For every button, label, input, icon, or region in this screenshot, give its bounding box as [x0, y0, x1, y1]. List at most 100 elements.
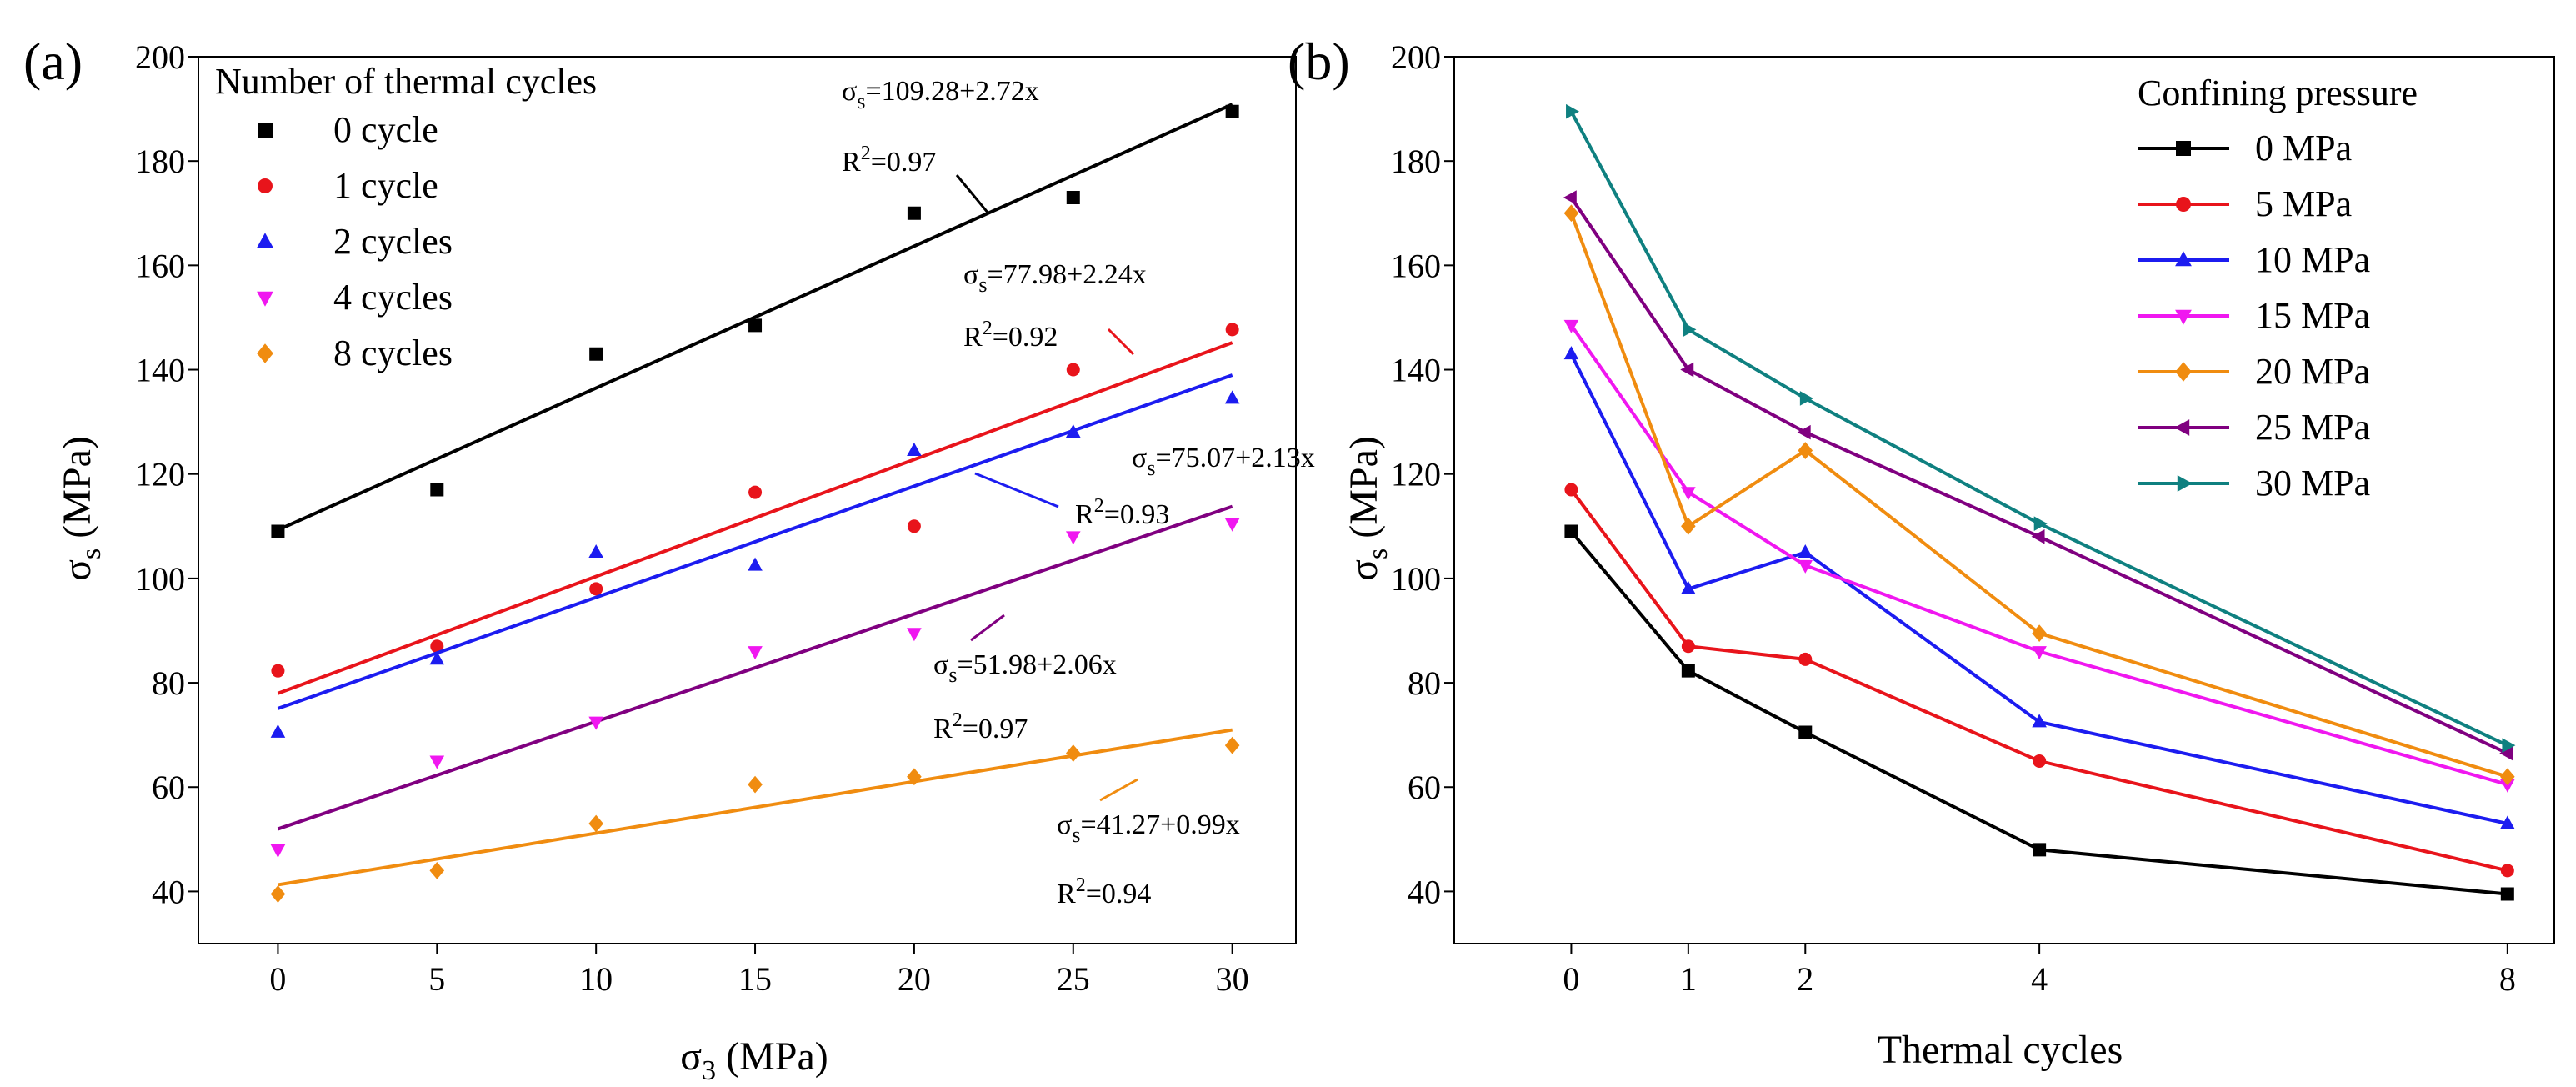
svg-text:R2=0.94: R2=0.94 — [1057, 874, 1151, 909]
legend-label: 5 MPa — [2255, 183, 2352, 224]
data-point — [1066, 363, 1080, 377]
panel-a-ylabel: σs (MPa) — [55, 436, 107, 581]
legend-label: 30 MPa — [2255, 463, 2370, 503]
data-point — [270, 844, 286, 858]
legend-label: 10 MPa — [2255, 239, 2370, 280]
data-point — [588, 716, 603, 730]
svg-text:σs=41.27+0.99x: σs=41.27+0.99x — [1057, 809, 1240, 847]
data-point — [1683, 322, 1697, 338]
panel-b-ytick-label: 160 — [1391, 247, 1441, 284]
data-point — [2500, 815, 2515, 829]
data-point — [907, 768, 922, 786]
equation-8-cycles: σs=41.27+0.99x R2=0.94 — [1057, 778, 1240, 909]
data-point — [2032, 624, 2047, 642]
data-point — [270, 885, 286, 903]
data-point — [1680, 362, 1694, 378]
data-point — [2033, 843, 2047, 857]
data-point — [1225, 104, 1239, 118]
legend-marker — [258, 123, 273, 138]
data-point — [907, 206, 921, 220]
panel-a-xtick-label: 0 — [269, 960, 286, 998]
fit-line-1 — [277, 341, 1233, 695]
data-point — [588, 544, 603, 558]
data-point — [1066, 190, 1080, 204]
legend-label: 0 cycle — [333, 109, 438, 150]
svg-text:R2=0.93: R2=0.93 — [1075, 495, 1169, 530]
panel-b-ytick-label: 100 — [1391, 560, 1441, 598]
panel-b-label: (b) — [1288, 32, 1350, 91]
data-point — [2499, 745, 2513, 761]
panel-a-frame — [198, 56, 1297, 944]
legend-label: 20 MPa — [2255, 351, 2370, 392]
data-point — [748, 646, 763, 660]
equation-1-cycle: σs=77.98+2.24x R2=0.92 — [963, 259, 1147, 356]
panel-b-xtick-label: 1 — [1680, 960, 1697, 998]
data-point — [1563, 190, 1577, 205]
data-point — [2502, 738, 2516, 753]
panel-b-xtick-label: 2 — [1797, 960, 1813, 998]
fit-line-0 — [277, 103, 1233, 532]
data-point — [430, 483, 444, 497]
panel-b-ytick-label: 140 — [1391, 352, 1441, 389]
legend-marker — [2177, 475, 2193, 492]
panel-a-xtick-label: 30 — [1216, 960, 1249, 998]
panel-a-xtick-label: 5 — [428, 960, 445, 998]
panel-a-xtick-label: 25 — [1057, 960, 1090, 998]
legend-marker — [2174, 419, 2190, 436]
data-point — [748, 318, 763, 333]
data-point — [1566, 103, 1580, 119]
data-point — [429, 651, 445, 665]
panel-a-xtick-label: 15 — [738, 960, 772, 998]
panel-a-xtick-label: 10 — [579, 960, 613, 998]
legend-label: 8 cycles — [333, 333, 453, 373]
data-point — [2500, 768, 2515, 786]
data-point — [271, 664, 285, 678]
panel-a-ytick-label: 40 — [152, 873, 185, 910]
legend-label: 25 MPa — [2255, 407, 2370, 448]
panel-b-xtick-label: 4 — [2031, 960, 2048, 998]
data-point — [907, 628, 922, 642]
data-point — [430, 639, 444, 654]
data-point — [588, 814, 603, 833]
panel-b-ylabel: σs (MPa) — [1342, 436, 1393, 581]
data-point — [907, 519, 921, 533]
legend-marker — [2175, 309, 2192, 325]
data-point — [1681, 517, 1696, 535]
legend-marker — [257, 343, 273, 363]
data-point — [429, 755, 445, 769]
panel-a-ytick-label: 60 — [152, 769, 185, 806]
panel-b-ytick-label: 80 — [1408, 664, 1441, 702]
data-point — [1065, 744, 1081, 762]
data-point — [748, 557, 763, 571]
legend-label: 2 cycles — [333, 221, 453, 262]
panel-b-xlabel: Thermal cycles — [1878, 1028, 2123, 1072]
data-point — [589, 347, 603, 361]
panel-a-xtick-label: 20 — [898, 960, 931, 998]
data-point — [748, 485, 763, 499]
data-point — [748, 775, 763, 794]
data-point — [907, 442, 922, 456]
panel-b-ytick-label: 200 — [1391, 38, 1441, 76]
legend-label: 4 cycles — [333, 277, 453, 318]
data-point — [1224, 736, 1240, 754]
panel-a-ytick-label: 140 — [135, 352, 185, 389]
svg-text:σs=75.07+2.13x: σs=75.07+2.13x — [1132, 443, 1315, 480]
panel-a-ytick-label: 160 — [135, 247, 185, 284]
data-point — [1798, 544, 1813, 558]
equation-0-cycle: σs=109.28+2.72x R2=0.97 — [842, 76, 1039, 214]
data-point — [1681, 639, 1695, 654]
data-point — [2033, 754, 2047, 768]
svg-text:σs=109.28+2.72x: σs=109.28+2.72x — [842, 76, 1039, 113]
data-point — [2500, 887, 2514, 901]
data-point — [1681, 664, 1695, 678]
legend-marker — [2176, 141, 2191, 156]
panel-a-ytick-label: 200 — [135, 38, 185, 76]
data-point — [1564, 524, 1578, 538]
panel-b-legend-title: Confining pressure — [2138, 73, 2418, 113]
data-point — [429, 861, 445, 879]
svg-text:σs=77.98+2.24x: σs=77.98+2.24x — [963, 259, 1147, 297]
legend-marker — [258, 178, 273, 193]
data-point — [271, 524, 285, 538]
panel-b-ytick-label: 120 — [1391, 456, 1441, 493]
